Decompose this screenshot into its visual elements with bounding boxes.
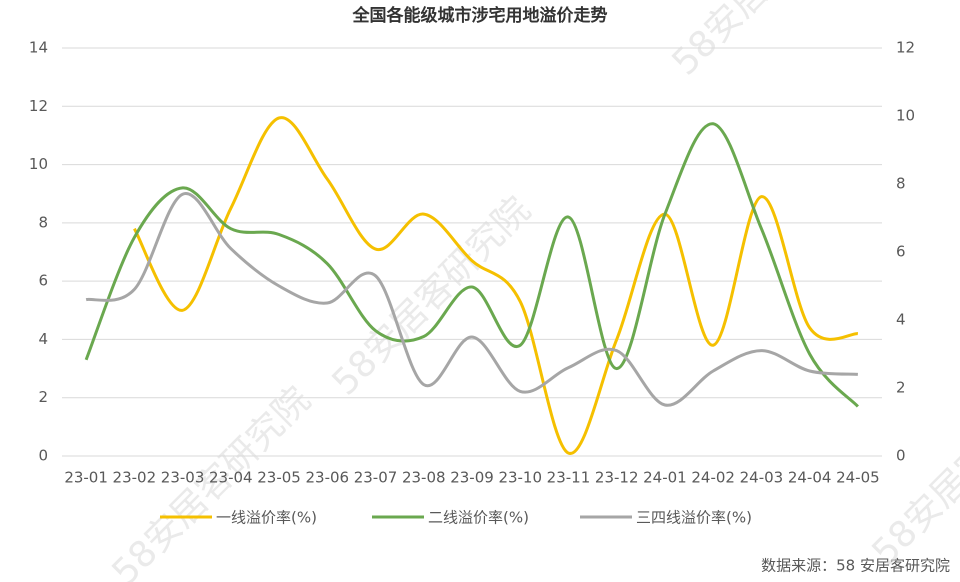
legend-label: 三四线溢价率(%)	[636, 509, 752, 527]
chart-title: 全国各能级城市涉宅用地溢价走势	[352, 5, 608, 26]
x-tick-label: 24-01	[643, 469, 687, 487]
x-tick-label: 24-02	[691, 469, 735, 487]
x-tick-label: 24-04	[788, 469, 832, 487]
x-tick-label: 24-05	[836, 469, 880, 487]
y2-tick-label: 2	[896, 379, 906, 397]
y2-tick-label: 12	[896, 39, 915, 57]
y-tick-label: 12	[29, 97, 48, 115]
y-tick-label: 8	[38, 213, 48, 231]
y-tick-label: 2	[38, 388, 48, 406]
watermark: 58安居客研究院	[864, 359, 960, 573]
x-tick-label: 24-03	[740, 469, 784, 487]
y2-tick-label: 6	[896, 243, 906, 261]
x-tick-label: 23-04	[209, 469, 253, 487]
x-tick-label: 23-12	[595, 469, 639, 487]
series-line	[85, 192, 858, 407]
watermark: 58安居客研究院	[324, 189, 538, 403]
x-tick-label: 23-02	[113, 469, 157, 487]
y2-tick-label: 4	[896, 311, 906, 329]
x-tick-label: 23-08	[402, 469, 446, 487]
y-tick-label: 14	[29, 39, 48, 57]
legend-label: 一线溢价率(%)	[216, 509, 317, 527]
x-tick-label: 23-10	[498, 469, 542, 487]
x-tick-label: 23-07	[354, 469, 398, 487]
y-tick-label: 6	[38, 272, 48, 290]
x-tick-label: 23-01	[64, 469, 108, 487]
x-tick-label: 23-05	[257, 469, 301, 487]
legend-label: 二线溢价率(%)	[428, 509, 529, 527]
watermark: 58安居客研究院	[664, 0, 878, 83]
y-tick-label: 4	[38, 330, 48, 348]
source-note: 数据来源：58 安居客研究院	[761, 557, 950, 575]
y2-tick-label: 10	[896, 107, 915, 125]
y-tick-label: 10	[29, 155, 48, 173]
y2-tick-label: 8	[896, 175, 906, 193]
series-line	[133, 116, 859, 455]
x-tick-label: 23-11	[547, 469, 591, 487]
y-tick-label: 0	[38, 447, 48, 465]
y2-tick-label: 0	[896, 447, 906, 465]
x-tick-label: 23-06	[305, 469, 349, 487]
x-tick-label: 23-09	[450, 469, 494, 487]
x-tick-label: 23-03	[161, 469, 205, 487]
series-line	[84, 122, 859, 408]
